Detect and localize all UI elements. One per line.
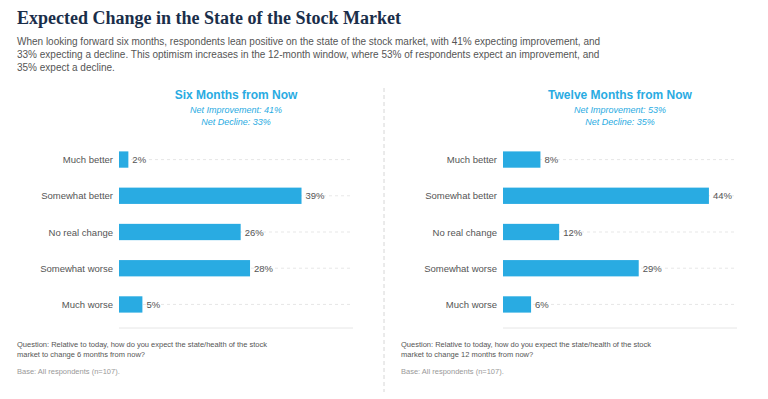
bar <box>503 224 559 240</box>
data-label: 12% <box>563 227 583 238</box>
bar <box>503 151 540 167</box>
bar <box>119 151 128 167</box>
footnote-base: Base: All respondents (n=107). <box>401 367 504 376</box>
chart-title: Twelve Months from Now <box>548 88 692 102</box>
bar <box>503 296 531 312</box>
data-label: 2% <box>132 154 146 165</box>
net-annotation: Net Improvement: 41% <box>190 105 282 115</box>
category-label: Somewhat better <box>41 190 113 201</box>
divider <box>384 88 385 392</box>
footnote-question: Question: Relative to today, how do you … <box>401 340 651 359</box>
subtitle-line: When looking forward six months, respond… <box>17 36 600 47</box>
category-label: Much better <box>447 154 497 165</box>
chart-page: Expected Change in the State of the Stoc… <box>0 0 768 399</box>
footnote-question: Question: Relative to today, how do you … <box>17 340 267 359</box>
category-label: No real change <box>433 227 497 238</box>
category-label: Somewhat better <box>425 190 497 201</box>
category-label: No real change <box>49 227 113 238</box>
chart: Twelve Months from Now Net Improvement: 5… <box>401 88 737 376</box>
footnote-base-line: Base: All respondents (n=107). <box>17 367 120 376</box>
data-label: 26% <box>245 227 265 238</box>
title: Expected Change in the State of the Stoc… <box>17 8 401 28</box>
bars <box>503 151 709 312</box>
subtitle-line: 35% expect a decline. <box>17 62 115 73</box>
footnote-base: Base: All respondents (n=107). <box>17 367 120 376</box>
category-label: Much worse <box>446 299 497 310</box>
bar <box>503 260 639 276</box>
footnote-base-line: Base: All respondents (n=107). <box>401 367 504 376</box>
data-label: 39% <box>306 190 326 201</box>
bar <box>119 260 250 276</box>
net-annotation: Net Decline: 35% <box>585 117 655 127</box>
bar <box>119 224 241 240</box>
data-label: 8% <box>544 154 558 165</box>
bar <box>503 188 709 204</box>
data-label: 28% <box>254 263 274 274</box>
footnote-question-line: market to change 6 months from now? <box>17 350 145 359</box>
category-label: Somewhat worse <box>40 263 113 274</box>
net-annotation: Net Decline: 33% <box>201 117 271 127</box>
bars <box>119 151 302 312</box>
net-annotation: Net Improvement: 53% <box>574 105 666 115</box>
footnote-question-line: market to change 12 months from now? <box>401 350 533 359</box>
subtitle-line: 33% expecting a decline. This optimism i… <box>17 49 599 60</box>
background <box>0 0 768 399</box>
category-label: Much worse <box>62 299 113 310</box>
bar <box>119 296 142 312</box>
data-label: 5% <box>146 299 160 310</box>
x-range-line <box>119 328 353 329</box>
subtitle: When looking forward six months, respond… <box>17 36 600 73</box>
category-label: Somewhat worse <box>424 263 497 274</box>
grid-line <box>119 159 353 160</box>
chart: Six Months from Now Net Improvement: 41% N… <box>17 88 353 376</box>
category-label: Much better <box>63 154 113 165</box>
x-range-line <box>503 328 737 329</box>
chart-title: Six Months from Now <box>175 88 298 102</box>
footnote-question-line: Question: Relative to today, how do you … <box>401 340 651 349</box>
footnote-question-line: Question: Relative to today, how do you … <box>17 340 267 349</box>
bar <box>119 188 302 204</box>
data-label: 29% <box>643 263 663 274</box>
data-label: 44% <box>713 190 733 201</box>
data-label: 6% <box>535 299 549 310</box>
